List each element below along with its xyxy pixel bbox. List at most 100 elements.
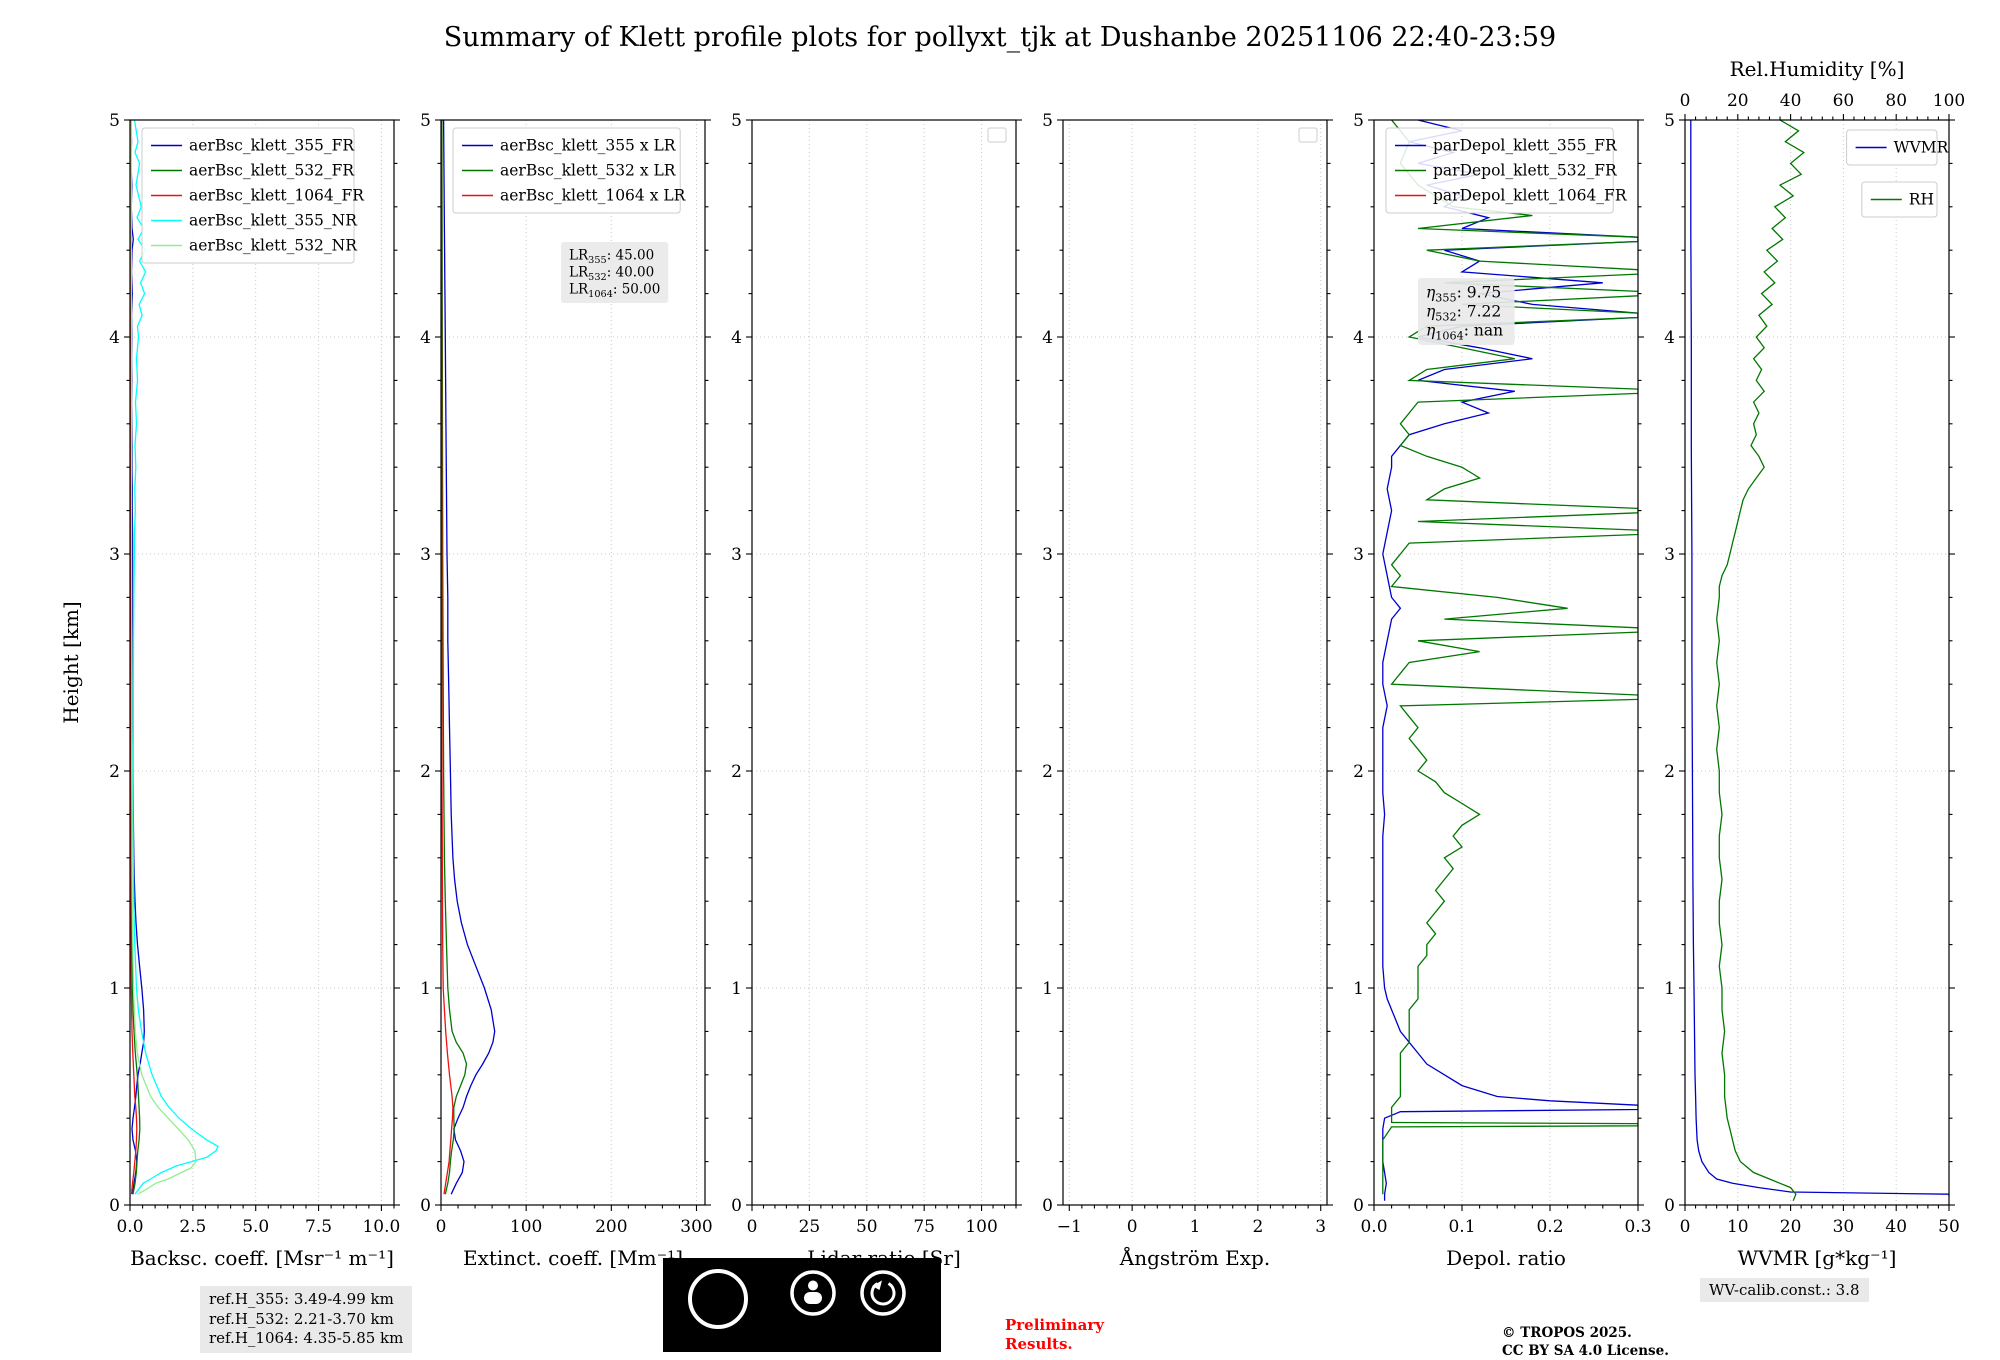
x-tick-label: 10 [1727,1217,1749,1237]
series-aerBsc_klett_532_NR [130,120,197,1195]
x-tick-label: −1 [1057,1217,1082,1237]
legend: aerBsc_klett_355_FR aerBsc_klett_532_FRae… [141,127,365,264]
series-WVMR [1690,120,1949,1197]
x-tick-label: 2.5 [179,1217,206,1237]
cc-icon [688,1269,748,1329]
y-tick-label: 4 [420,328,431,348]
y-tick-label: 4 [1353,328,1364,348]
x-tick-label: 0.0 [1360,1217,1387,1237]
y-tick-label: 4 [1042,328,1053,348]
x-tick-label: 100 [965,1217,997,1237]
x-tick-label: 300 [680,1217,712,1237]
y-tick-label: 1 [420,979,431,999]
y-axis-label: Height [km] [59,601,83,723]
y-tick-label: 3 [1664,545,1675,565]
axis-ticks [124,119,400,1211]
y-tick-label: 3 [1353,545,1364,565]
axis-ticks [1057,119,1333,1211]
series-parDepol_klett_532_FR [1382,120,1638,1195]
y-tick-label: 5 [1353,111,1364,131]
legend-label: aerBsc_klett_532_NR [189,237,358,255]
by-label: BY [798,1325,828,1347]
ref-height-532: ref.H_532: 2.21-3.70 km [209,1309,394,1328]
grid [129,119,394,1206]
legend: parDepol_klett_355_FR parDepol_klett_532_… [1385,127,1628,214]
x-tick-label: 50 [856,1217,878,1237]
depol-ratio-plot: 0.0 0.1 0.2 0.3 0 1 2 3 4 5 Depol. ratio parDepol_k… [1353,111,1651,1270]
sa-label: SA [869,1325,898,1347]
x-axis-label: Extinct. coeff. [Mm⁻¹] [463,1246,683,1270]
y-tick-label: 0 [1042,1196,1053,1216]
panel-depol-ratio: 0.0 0.1 0.2 0.3 0 1 2 3 4 5 Depol. ratio parDepol_k… [1353,111,1651,1270]
ref-height-355: ref.H_355: 3.49-4.99 km [209,1290,394,1308]
y-tick-label: 2 [420,762,431,782]
copyright-line-1: © TROPOS 2025. [1502,1325,1632,1341]
share-alike-arrow [870,1282,896,1306]
y-tick-label: 0 [109,1196,120,1216]
legend: WVMR [1846,129,1950,166]
y-tick-label: 1 [1353,979,1364,999]
series-aerBsc_klett_1064_x_LR [441,120,454,1195]
legend-empty [987,127,1007,143]
y-tick-label: 5 [731,111,742,131]
copyright-note: © TROPOS 2025. CC BY SA 4.0 License. [1502,1324,1669,1360]
series-aerBsc_klett_355_x_LR [442,120,496,1195]
x-tick-label: 10.0 [362,1217,400,1237]
backscatter-plot: 0.0 2.5 5.0 7.5 10.0 0 1 2 3 4 5 Backsc. coeff. [Ms… [59,111,400,1270]
panel-angstroem: −1 0 1 2 3 0 1 2 3 4 5 Ångström Exp. [1042,111,1333,1270]
legend-label: parDepol_klett_532_FR [1433,162,1618,180]
x-tick-label: 7.5 [305,1217,332,1237]
x-tick-label: 0 [1127,1217,1138,1237]
plot-border [1062,119,1328,1206]
x-tick-label: 50 [1938,1217,1960,1237]
y-tick-label: 2 [109,762,120,782]
person-body [804,1292,822,1304]
attribution-person-icon [790,1270,836,1316]
legend-empty [1298,127,1318,143]
x-tick-label: 20 [1780,1217,1802,1237]
legend-label: parDepol_klett_1064_FR [1433,187,1628,205]
reference-heights-box: ref.H_355: 3.49-4.99 km ref.H_532: 2.21-… [200,1286,413,1353]
plot-border [751,119,1017,1206]
y-tick-label: 0 [420,1196,431,1216]
y-tick-label: 2 [731,762,742,782]
plot-border [440,119,706,1206]
x-tick-label: 0 [747,1217,758,1237]
grid [1063,119,1327,1206]
y-tick-label: 5 [1664,111,1675,131]
annotation-line: η1064: nan [1426,322,1503,343]
panel-wvmr: 0 10 20 30 40 50 0 1 2 3 4 5 0 20 40 60 80 100 Rel.Humidit… [1664,57,1965,1270]
x-tick-label: 30 [1833,1217,1855,1237]
legend-label: aerBsc_klett_355_FR [189,137,355,155]
plot-border [1373,119,1639,1206]
panel-backscatter: 0.0 2.5 5.0 7.5 10.0 0 1 2 3 4 5 Backsc. coeff. [Ms… [59,111,400,1270]
y-tick-label: 5 [1042,111,1053,131]
preliminary-line-1: Preliminary [1005,1316,1104,1334]
panel-lidar-ratio: 0255075100012345Lidar ratio [Sr] [731,111,1022,1270]
x-tick-label: 3 [1315,1217,1326,1237]
x-tick-label: 40 [1885,1217,1907,1237]
y-tick-label: 5 [420,111,431,131]
annotation-line: LR355: 45.00 [569,248,654,266]
copyright-line-2: CC BY SA 4.0 License. [1502,1343,1669,1360]
x-axis-label: WVMR [g*kg⁻¹] [1738,1246,1897,1270]
legend-label: aerBsc_klett_532 x LR [500,162,677,180]
y-tick-label: 3 [731,545,742,565]
legend: RH [1861,181,1938,218]
annotation-line: LR1064: 50.00 [569,282,660,300]
y-tick-label: 0 [731,1196,742,1216]
preliminary-note: Preliminary Results. [1005,1316,1104,1354]
x-tick-label: 0.1 [1448,1217,1475,1237]
lidar-ratio-plot: 0255075100012345Lidar ratio [Sr] [731,111,1022,1270]
legend-label: aerBsc_klett_1064_FR [189,187,365,205]
wv-calib-box: WV-calib.const.: 3.8 [1700,1278,1869,1302]
top-tick-label: 20 [1727,91,1749,111]
x-tick-label: 25 [799,1217,821,1237]
top-tick-label: 40 [1780,91,1802,111]
y-tick-label: 4 [731,328,742,348]
top-tick-label: 100 [1933,91,1965,111]
y-tick-label: 3 [420,545,431,565]
top-axis-label: Rel.Humidity [%] [1730,57,1905,81]
